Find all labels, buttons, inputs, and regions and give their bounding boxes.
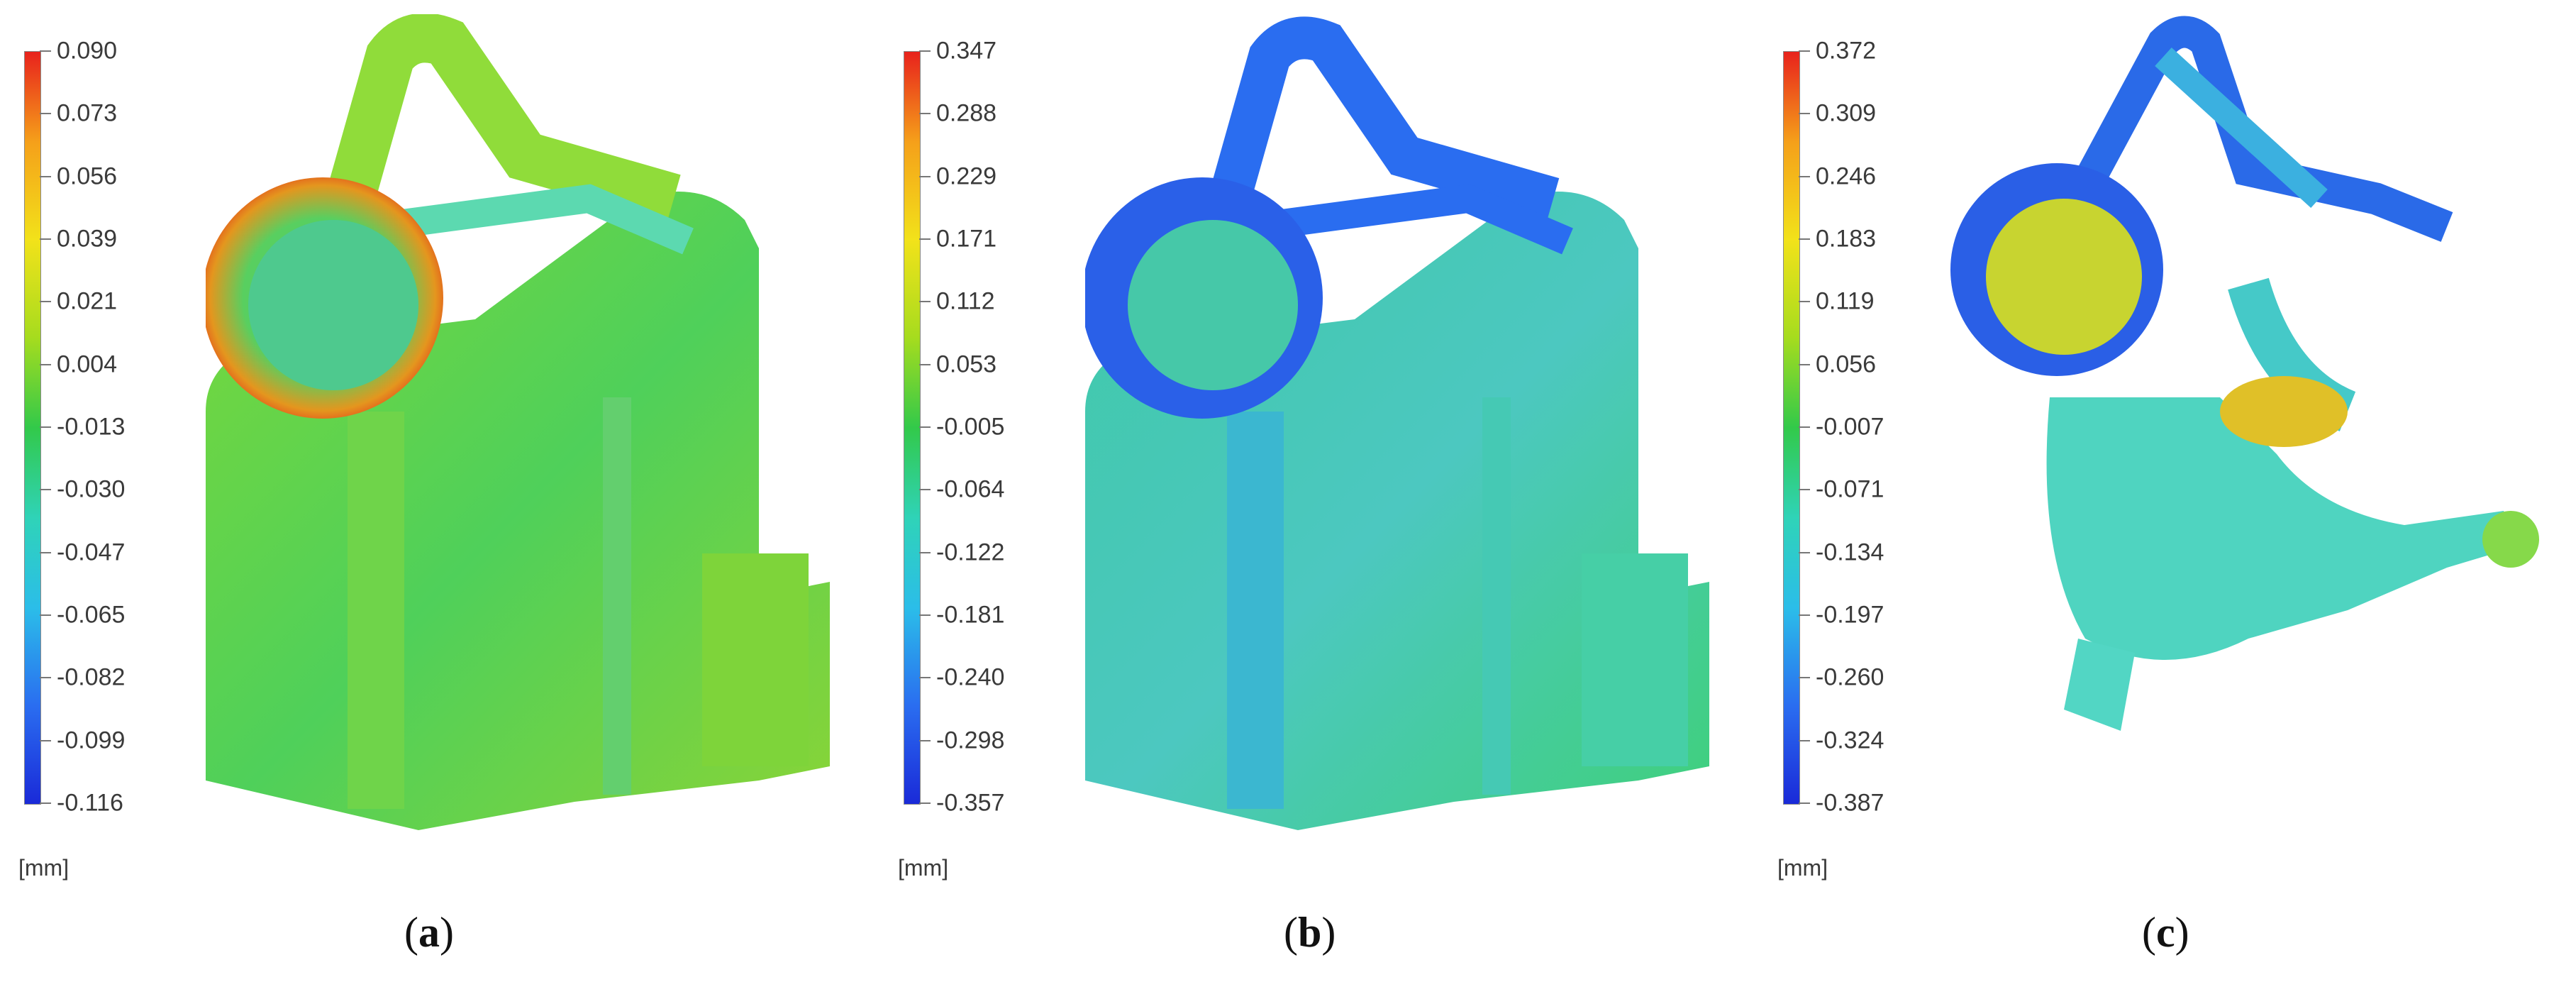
colorbar-tick-mark	[919, 489, 931, 491]
colorbar-tick-mark	[40, 739, 51, 741]
caption-c: (c)	[2142, 909, 2189, 956]
unit-label-b: [mm]	[898, 855, 949, 881]
colorbar-tick-mark	[919, 363, 931, 365]
colorbar-tick-label: -0.030	[57, 475, 126, 503]
colorbar-tick-mark	[1799, 551, 1810, 553]
colorbar-tick-label: -0.064	[936, 475, 1005, 503]
deviation-map-model-c	[1950, 16, 2539, 731]
colorbar-tick-label: 0.021	[57, 287, 118, 315]
colorbar-tick-label: -0.013	[57, 413, 126, 441]
colorbar-tick-mark	[40, 426, 51, 428]
colorbar-tick-mark	[919, 614, 931, 616]
colorbar-tick-label: 0.073	[57, 99, 118, 127]
colorbar-tick-mark	[40, 551, 51, 553]
colorbar-tick-label: -0.082	[57, 663, 126, 691]
colorbar-tick-mark	[1799, 614, 1810, 616]
colorbar-tick-mark	[919, 551, 931, 553]
colorbar-tick-label: 0.372	[1816, 37, 1877, 65]
colorbar-tick-mark	[919, 426, 931, 428]
colorbar-tick-mark	[919, 739, 931, 741]
colorbar-tick-label: -0.357	[936, 789, 1005, 817]
panel-c: [mm] (c) 0.372 0.309 0.246 0.183 0.119 0.056 -…	[1759, 0, 2576, 982]
colorbar-tick-mark	[40, 489, 51, 491]
colorbar-tick-mark	[40, 175, 51, 177]
colorbar-tick-mark	[40, 363, 51, 365]
colorbar-tick-mark	[1799, 802, 1810, 804]
colorbar-tick-mark	[1799, 113, 1810, 115]
colorbar-tick-label: 0.056	[1816, 351, 1877, 378]
colorbar-tick-mark	[40, 50, 51, 52]
colorbar-tick-mark	[919, 677, 931, 679]
colorbar-tick-label: 0.246	[1816, 162, 1877, 190]
colorbar-tick-label: -0.324	[1816, 727, 1884, 754]
colorbar-tick-label: 0.229	[936, 162, 997, 190]
colorbar-tick-label: 0.004	[57, 351, 118, 378]
colorbar-tick-mark	[1799, 363, 1810, 365]
colorbar-tick-label: -0.240	[936, 663, 1005, 691]
colorbar-tick-mark	[40, 301, 51, 303]
colorbar-c	[1783, 51, 1800, 805]
colorbar-tick-label: -0.065	[57, 601, 126, 629]
colorbar-tick-label: -0.122	[936, 539, 1005, 566]
colorbar-tick-mark	[919, 113, 931, 115]
colorbar-ticks-a	[40, 50, 54, 804]
colorbar-tick-label: -0.260	[1816, 663, 1884, 691]
colorbar-tick-label: 0.171	[936, 225, 997, 253]
colorbar-tick-mark	[919, 301, 931, 303]
colorbar-tick-label: 0.112	[936, 287, 995, 315]
colorbar-tick-label: -0.005	[936, 413, 1005, 441]
colorbar-tick-label: -0.181	[936, 601, 1005, 629]
colorbar-tick-label: -0.298	[936, 727, 1005, 754]
colorbar-tick-mark	[919, 50, 931, 52]
colorbar-ticks-c	[1799, 50, 1813, 804]
colorbar-tick-mark	[919, 238, 931, 240]
deviation-map-model-a	[206, 14, 830, 830]
colorbar-tick-label: -0.387	[1816, 789, 1884, 817]
colorbar-tick-label: -0.134	[1816, 539, 1884, 566]
colorbar-tick-label: 0.053	[936, 351, 997, 378]
colorbar-tick-mark	[40, 113, 51, 115]
colorbar-tick-mark	[1799, 50, 1810, 52]
caption-b: (b)	[1284, 909, 1336, 956]
colorbar-tick-mark	[1799, 238, 1810, 240]
colorbar-tick-label: 0.183	[1816, 225, 1877, 253]
colorbar-tick-mark	[1799, 739, 1810, 741]
colorbar-tick-mark	[919, 802, 931, 804]
colorbar-tick-mark	[1799, 175, 1810, 177]
colorbar-tick-mark	[1799, 426, 1810, 428]
colorbar-tick-label: -0.007	[1816, 413, 1884, 441]
colorbar-tick-label: -0.116	[57, 789, 123, 817]
colorbar-tick-mark	[40, 238, 51, 240]
colorbar-tick-mark	[40, 802, 51, 804]
colorbar-tick-mark	[1799, 489, 1810, 491]
colorbar-tick-label: 0.309	[1816, 99, 1877, 127]
colorbar-tick-label: -0.047	[57, 539, 126, 566]
colorbar-tick-mark	[40, 677, 51, 679]
colorbar-b	[904, 51, 921, 805]
colorbar-tick-mark	[1799, 301, 1810, 303]
colorbar-tick-mark	[40, 614, 51, 616]
colorbar-ticks-b	[919, 50, 933, 804]
deviation-map-model-b	[1085, 16, 1709, 830]
colorbar-tick-mark	[1799, 677, 1810, 679]
colorbar-tick-label: 0.090	[57, 37, 118, 65]
caption-a: (a)	[404, 909, 454, 956]
colorbar-tick-label: -0.099	[57, 727, 126, 754]
colorbar-tick-label: 0.056	[57, 162, 118, 190]
colorbar-tick-label: -0.197	[1816, 601, 1884, 629]
colorbar-tick-label: 0.119	[1816, 287, 1875, 315]
panel-b: [mm] (b) 0.347 0.288 0.229 0.171 0.112 0.053 -…	[879, 0, 1752, 982]
panel-a: [mm] (a) 0.090 0.073 0.056 0.039 0.021 0.004 -…	[0, 0, 872, 982]
colorbar-tick-label: 0.288	[936, 99, 997, 127]
colorbar-tick-label: 0.347	[936, 37, 997, 65]
unit-label-a: [mm]	[18, 855, 70, 881]
colorbar-tick-mark	[919, 175, 931, 177]
colorbar-a	[24, 51, 41, 805]
colorbar-tick-label: -0.071	[1816, 475, 1884, 503]
unit-label-c: [mm]	[1777, 855, 1828, 881]
colorbar-tick-label: 0.039	[57, 225, 118, 253]
